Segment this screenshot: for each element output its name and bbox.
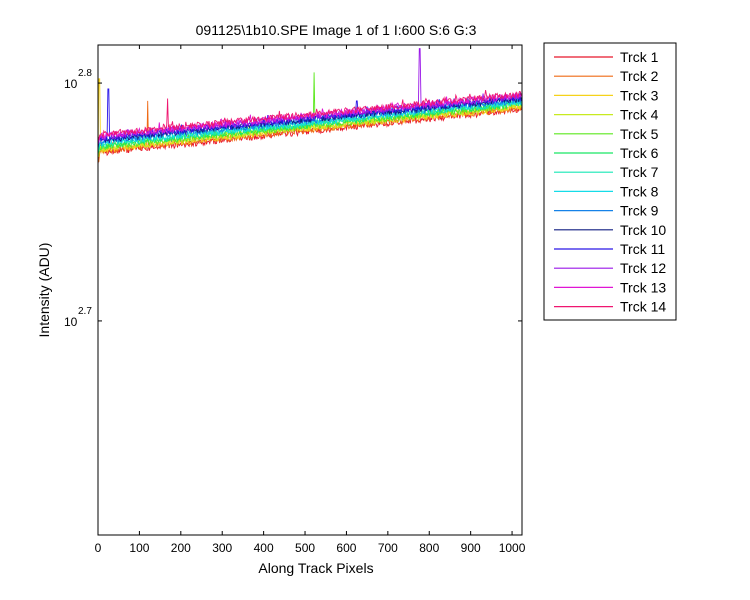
x-tick-label: 400: [254, 541, 274, 555]
legend-label: Trck 8: [620, 183, 659, 199]
legend-label: Trck 9: [620, 203, 659, 219]
x-axis-ticks: 0 100 200 300 400 500 600 700 800 900 1000: [95, 45, 526, 555]
legend-label: Trck 2: [620, 68, 659, 84]
legend-label: Trck 6: [620, 145, 659, 161]
legend-box: [543, 42, 677, 321]
legend-items: Trck 1 Trck 2 Trck 3 Trck 4 Trck 5 Trck 6 Trck…: [554, 49, 666, 315]
x-tick-label: 200: [171, 541, 191, 555]
legend-label: Trck 11: [620, 241, 665, 257]
legend-label: Trck 10: [620, 222, 666, 238]
x-tick-label: 500: [295, 541, 315, 555]
legend-label: Trck 4: [620, 107, 659, 123]
y-tick-label-base: 10: [64, 77, 78, 91]
legend-label: Trck 13: [620, 279, 666, 295]
series-line-2: [97, 100, 523, 163]
x-tick-label: 800: [419, 541, 439, 555]
legend-label: Trck 5: [620, 126, 659, 142]
x-tick-label: 0: [95, 541, 102, 555]
legend-label: Trck 7: [620, 164, 659, 180]
x-tick-label: 900: [461, 541, 481, 555]
plot-frame: [97, 44, 523, 536]
series-line-14: [97, 90, 523, 141]
chart-title: 091125\1b10.SPE Image 1 of 1 I:600 S:6 G…: [196, 22, 477, 38]
x-tick-label: 300: [212, 541, 232, 555]
legend-label: Trck 3: [620, 87, 659, 103]
legend: Trck 1 Trck 2 Trck 3 Trck 4 Trck 5 Trck 6 Trck…: [543, 42, 677, 321]
x-tick-label: 700: [378, 541, 398, 555]
y-tick-label-base: 10: [64, 315, 78, 329]
x-tick-label: 100: [129, 541, 149, 555]
series-lines: [97, 48, 523, 164]
y-tick-label-exponent: 2.7: [78, 306, 92, 317]
legend-label: Trck 1: [620, 49, 659, 65]
x-tick-label: 600: [336, 541, 356, 555]
legend-label: Trck 14: [620, 299, 666, 315]
legend-label: Trck 12: [620, 260, 666, 276]
x-axis-label: Along Track Pixels: [258, 560, 373, 576]
y-tick-label-exponent: 2.8: [78, 68, 92, 79]
x-tick-label: 1000: [499, 541, 526, 555]
y-axis-label: Intensity (ADU): [36, 243, 52, 338]
